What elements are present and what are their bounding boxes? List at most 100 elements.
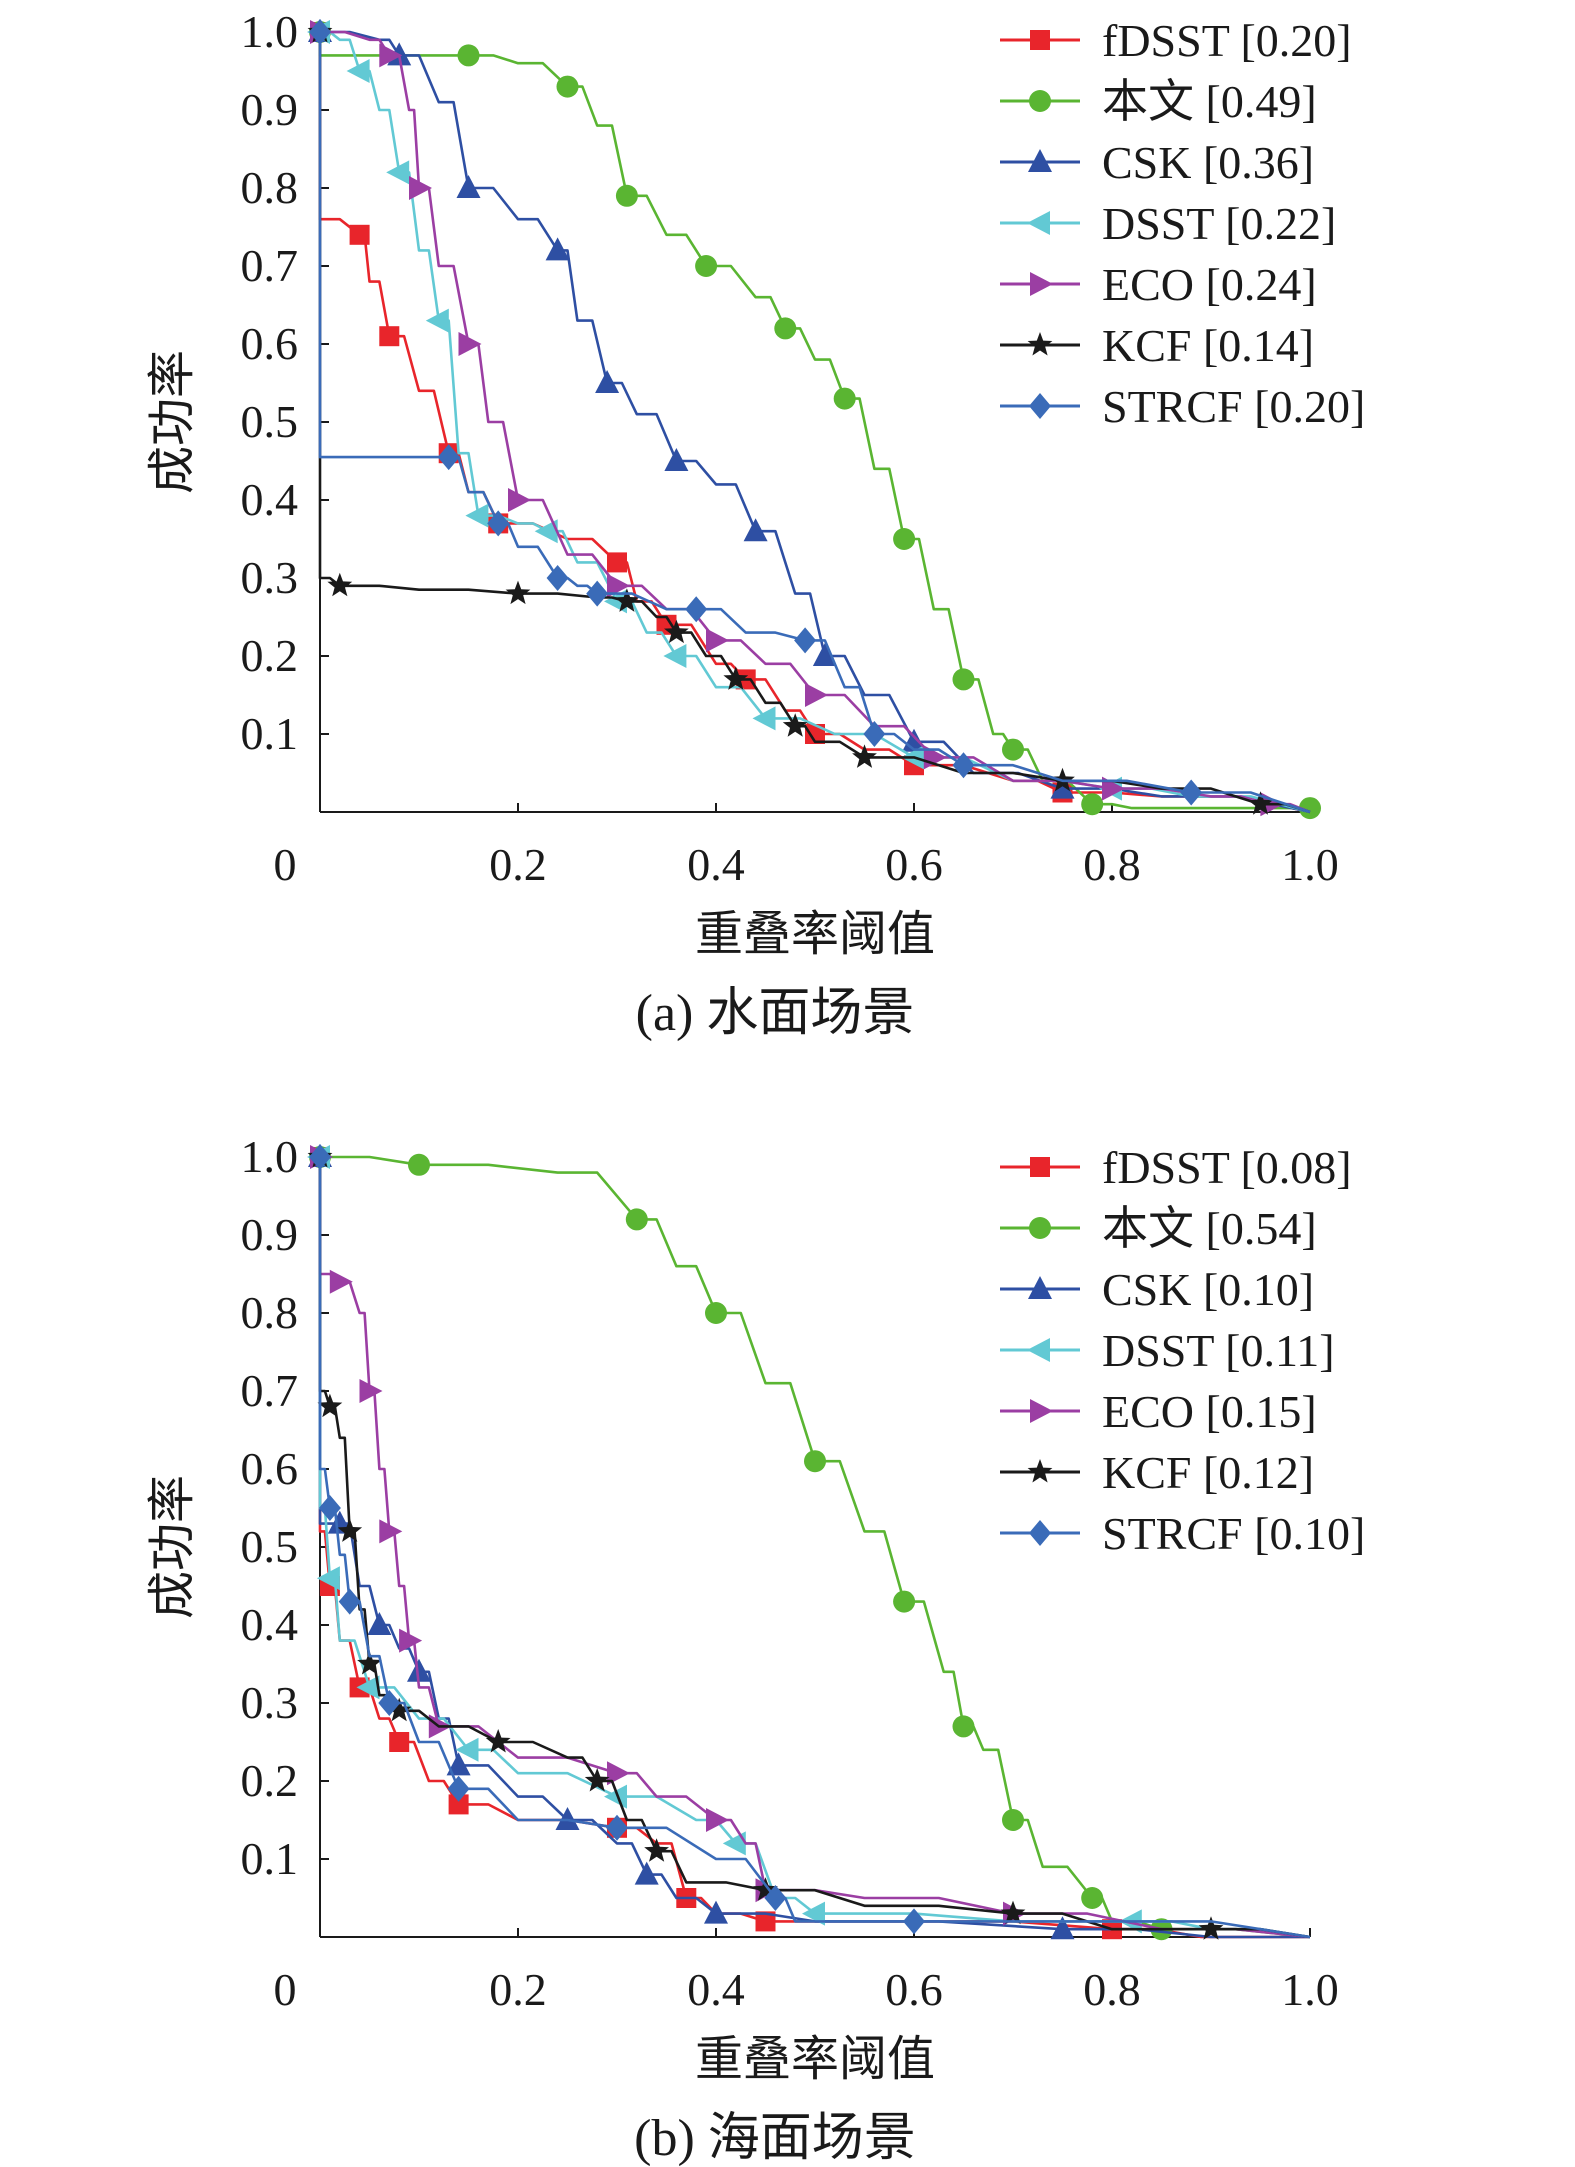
data-point (752, 706, 776, 731)
x-axis-label: 重叠率阈值 (695, 908, 935, 961)
x-tick-label: 0.6 (885, 1964, 943, 2015)
data-point (812, 643, 837, 666)
legend-label: KCF [0.14] (1102, 320, 1314, 371)
y-tick-label: 0.6 (241, 1443, 299, 1494)
data-point (409, 176, 432, 200)
data-point (743, 518, 768, 542)
data-point (704, 1900, 728, 1924)
data-point (903, 1908, 925, 1935)
y-tick-label: 0.7 (241, 240, 299, 291)
data-point (664, 448, 689, 471)
data-point (318, 1495, 341, 1521)
data-point (399, 1628, 423, 1653)
x-tick-label: 0.2 (489, 839, 547, 890)
data-point (723, 666, 749, 690)
y-tick-label: 1.0 (241, 1131, 299, 1182)
data-point (764, 1885, 787, 1911)
data-point (1002, 1809, 1024, 1831)
data-point (586, 580, 609, 607)
data-point (705, 1302, 727, 1324)
legend-marker (1030, 1399, 1053, 1423)
y-tick-label: 0.8 (241, 162, 299, 213)
data-point (556, 75, 579, 98)
y-tick-label: 0.5 (241, 1521, 299, 1572)
legend-marker (1027, 332, 1053, 356)
data-point (389, 1732, 410, 1752)
data-point (1050, 775, 1075, 799)
legend-label: ECO [0.15] (1102, 1386, 1317, 1437)
data-point (379, 1519, 403, 1544)
data-point (952, 1715, 975, 1738)
data-point (505, 580, 531, 605)
data-point (317, 1393, 343, 1418)
data-point (555, 1807, 580, 1830)
x-tick-label: 1.0 (1281, 1964, 1339, 2015)
y-tick-label: 0.1 (241, 708, 299, 759)
data-point (805, 683, 828, 707)
y-tick-label: 0.3 (241, 552, 299, 603)
data-point (852, 744, 877, 768)
data-point (1180, 779, 1203, 806)
series-csk (308, 19, 1311, 814)
y-tick-label: 0.9 (241, 1209, 299, 1260)
y-tick-label: 1.0 (241, 6, 299, 57)
legend-marker (1027, 1338, 1050, 1362)
data-point (1081, 1887, 1104, 1909)
legend-label: DSST [0.22] (1102, 198, 1336, 249)
y-axis-label: 成功率 (146, 350, 199, 494)
data-point (465, 503, 489, 528)
data-point (386, 160, 410, 185)
data-point (952, 752, 975, 779)
y-tick-label: 0.9 (241, 84, 299, 135)
series-line (318, 1157, 1311, 1939)
data-point (386, 1697, 412, 1722)
series-本文 (309, 1146, 1311, 1941)
data-point (664, 619, 689, 644)
legend-label: DSST [0.11] (1102, 1325, 1335, 1376)
data-point (408, 1153, 430, 1176)
data-point (456, 175, 481, 198)
data-point (367, 1612, 392, 1635)
y-tick-label: 0.4 (241, 474, 299, 525)
data-point (607, 1761, 630, 1786)
data-point (329, 1269, 353, 1294)
x-tick-label: 0.6 (885, 839, 943, 890)
legend-label: 本文 [0.49] (1102, 76, 1317, 127)
legend: fDSST [0.08] 本文 [0.54] CSK [0.10] DSST [0.1… (1000, 1142, 1365, 1559)
data-point (446, 1752, 471, 1776)
x-tick-label: 0.4 (687, 839, 745, 890)
y-tick-label: 0.4 (241, 1599, 299, 1650)
x-tick-label: 0.2 (489, 1964, 547, 2015)
data-point (359, 1379, 383, 1403)
data-point (615, 184, 638, 207)
data-point (584, 1768, 610, 1792)
data-point (447, 1775, 470, 1802)
data-point (1081, 793, 1104, 816)
data-point (706, 1808, 729, 1832)
y-tick-label: 0.8 (241, 1287, 299, 1338)
series-strcf (309, 1144, 1311, 1939)
data-point (487, 510, 510, 537)
legend-marker (1029, 90, 1051, 112)
data-point (893, 1590, 916, 1613)
legend-marker (1030, 30, 1050, 50)
data-point (625, 1208, 648, 1231)
x-tick-label: 0.8 (1083, 839, 1141, 890)
data-point (425, 308, 449, 333)
legend-label: STRCF [0.10] (1102, 1508, 1365, 1559)
legend-marker (1029, 1520, 1051, 1546)
data-point (893, 528, 916, 550)
data-point (448, 1794, 469, 1815)
x-tick-label: 0.4 (687, 1964, 745, 2015)
data-point (614, 588, 640, 612)
data-point (1248, 791, 1273, 815)
data-point (634, 1861, 659, 1885)
data-point (607, 552, 627, 573)
data-point (1050, 1916, 1075, 1940)
data-point (695, 255, 718, 277)
data-point (1299, 797, 1321, 820)
data-point (606, 1814, 628, 1841)
data-point (357, 1651, 382, 1675)
legend-marker (1028, 149, 1052, 172)
